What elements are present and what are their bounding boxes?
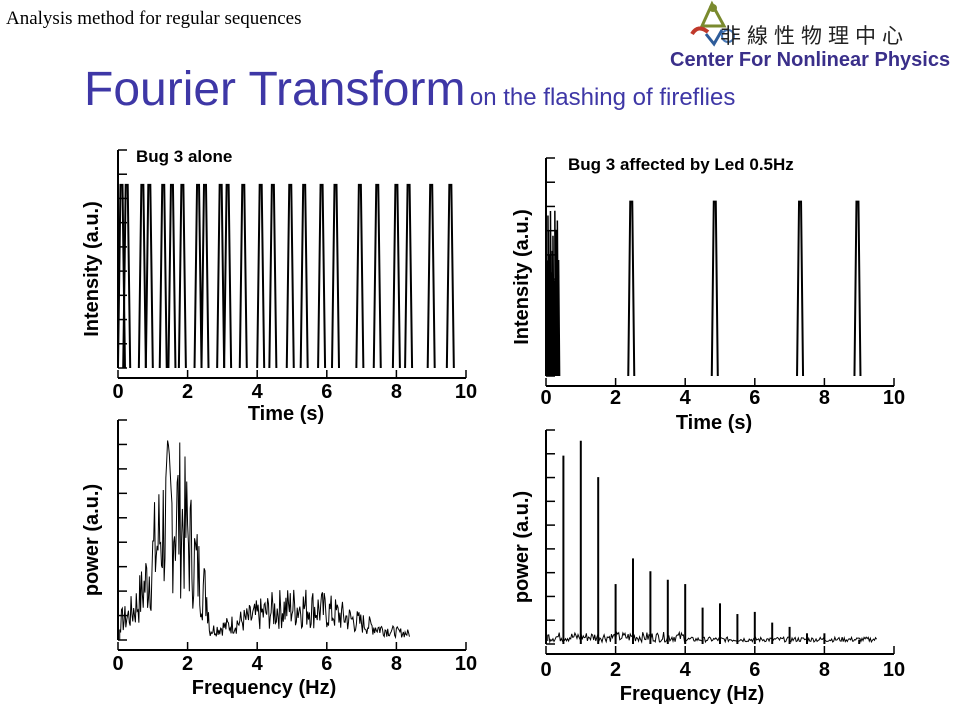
chart-1-peak	[268, 183, 278, 369]
chart-1-peak	[404, 183, 414, 369]
chart-4-y-label: power (a.u.)	[511, 491, 533, 603]
chart-1-x-tick-label: 4	[252, 381, 264, 403]
chart-3-x-tick-label: 10	[455, 653, 477, 675]
chart-1-y-label: Intensity (a.u.)	[81, 201, 103, 337]
chart-3-x-tick-label: 4	[252, 653, 264, 675]
chart-1-peak	[144, 183, 154, 369]
chart-1-peak	[167, 183, 177, 369]
chart-3-x-label: Frequency (Hz)	[192, 677, 336, 699]
chart-1-peak	[355, 183, 365, 369]
chart-4-noise-floor	[547, 630, 878, 644]
chart-1-peak	[317, 183, 327, 369]
chart-1-peak	[372, 183, 382, 369]
chart-2-x-tick-label: 8	[819, 387, 830, 409]
slide-title-suffix: on the flashing of fireflies	[469, 84, 736, 111]
chart-4-x-label: Frequency (Hz)	[620, 683, 764, 705]
chart-2-y-label: Intensity (a.u.)	[511, 209, 533, 345]
chart-2-x-tick-label: 6	[749, 387, 760, 409]
chart-2-x-tick-label: 2	[610, 387, 621, 409]
chart-1-peak	[137, 183, 147, 369]
chart-1-x-label: Time (s)	[248, 403, 324, 425]
chart-2-title: Bug 3 affected by Led 0.5Hz	[568, 155, 794, 174]
cnp-logo: 非線性物理中心 Center For Nonlinear Physics	[668, 0, 954, 78]
slide-title-main: Fourier Transform	[84, 63, 466, 116]
chart-2-x-tick-label: 4	[680, 387, 692, 409]
chart-1-peak	[200, 183, 210, 369]
chart-1-peak	[445, 183, 455, 369]
chart-3-x-tick-label: 6	[321, 653, 332, 675]
chart-1-peak	[285, 183, 295, 369]
chart-1-x-tick-label: 2	[182, 381, 193, 403]
chart-4-x-tick-label: 2	[610, 659, 621, 681]
chart-2-peak	[796, 200, 805, 377]
chart-1-peak	[122, 183, 132, 369]
chart-4-x-tick-label: 4	[680, 659, 692, 681]
chart-1-peak	[256, 183, 266, 369]
chart-1-peak	[331, 183, 340, 369]
chart-3-y-label: power (a.u.)	[81, 484, 103, 596]
chart-4-x-tick-label: 10	[883, 659, 905, 681]
slide-title: Fourier Transform on the flashing of fir…	[84, 62, 735, 117]
chart-3-x-tick-label: 2	[182, 653, 193, 675]
chart-4-x-tick-label: 8	[819, 659, 830, 681]
chart-2-peak	[853, 200, 862, 377]
chart-2-onset-trace	[545, 210, 561, 377]
chart-1-x-tick-label: 6	[321, 381, 332, 403]
chart-1-peak	[238, 183, 248, 369]
chart-1-peak	[193, 183, 203, 369]
chart-2-x-label: Time (s)	[676, 412, 752, 434]
chart-1-peak	[391, 183, 401, 369]
logo-english-text: Center For Nonlinear Physics	[670, 49, 951, 71]
chart-3-x-tick-label: 0	[112, 653, 123, 675]
chart-1-x-tick-label: 0	[112, 381, 123, 403]
chart-1-peak	[426, 183, 436, 369]
chart-1-peak	[216, 183, 226, 369]
cnp-logo-icon	[690, 0, 735, 47]
slide-header-subtitle: Analysis method for regular sequences	[6, 8, 302, 29]
chart-3-spectrum-line	[119, 440, 410, 640]
chart-3-x-tick-label: 8	[391, 653, 402, 675]
chart-2-peak	[627, 200, 636, 377]
chart-1-peak	[299, 183, 309, 369]
chart-2-x-tick-label: 10	[883, 387, 905, 409]
chart-2-peak	[710, 200, 719, 377]
chart-1-x-tick-label: 8	[391, 381, 402, 403]
chart-1-peak	[158, 183, 168, 369]
logo-chinese-text: 非線性物理中心	[720, 24, 909, 48]
chart-4-x-tick-label: 6	[749, 659, 760, 681]
chart-4-x-tick-label: 0	[540, 659, 551, 681]
chart-1-peak	[177, 183, 187, 369]
chart-1-x-tick-label: 10	[455, 381, 477, 403]
chart-1-title: Bug 3 alone	[136, 147, 232, 166]
chart-1-peak	[223, 183, 233, 369]
chart-2-x-tick-label: 0	[540, 387, 551, 409]
